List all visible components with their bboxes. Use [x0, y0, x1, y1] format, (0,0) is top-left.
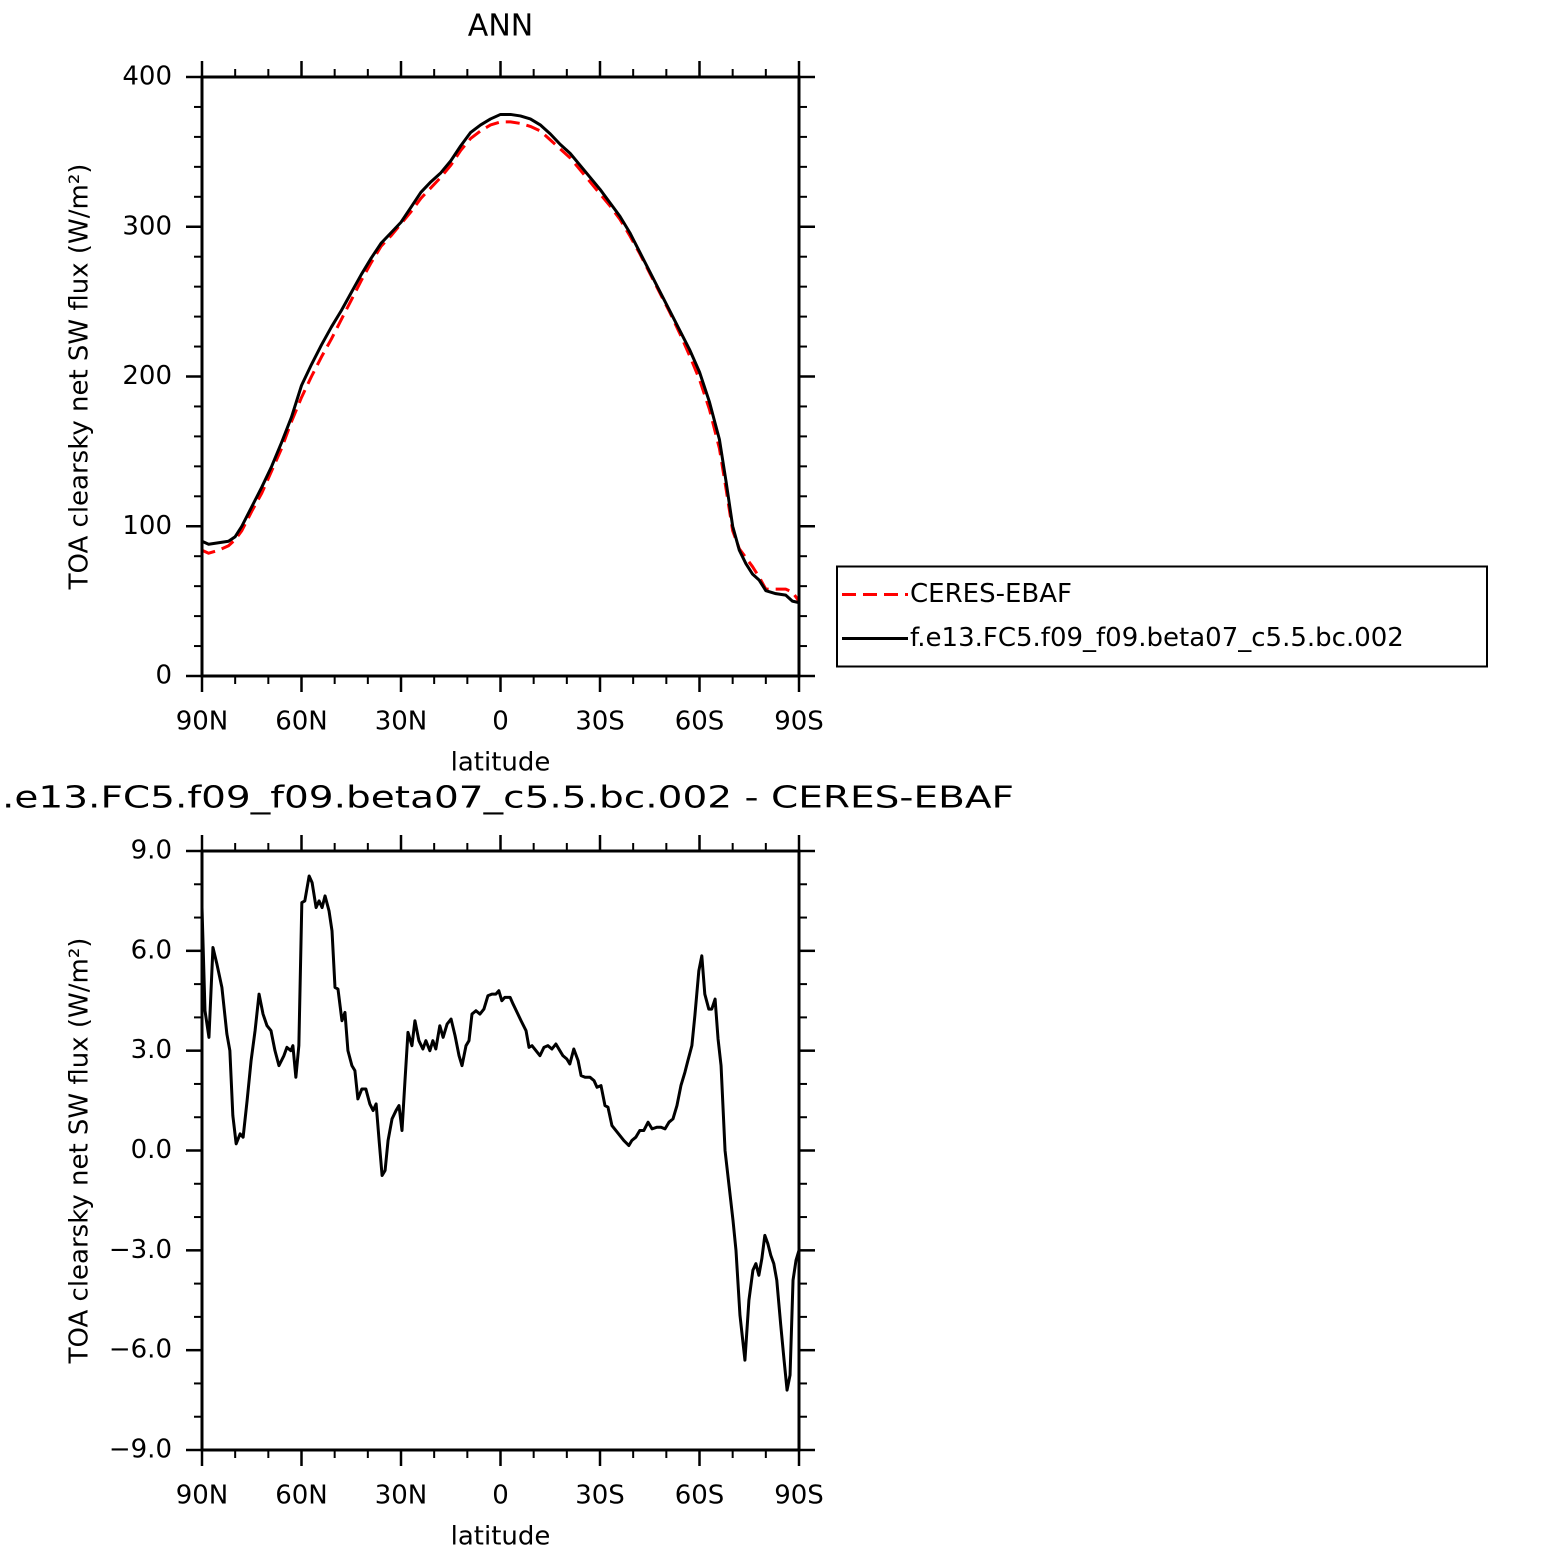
- y-tick-label: 6.0: [131, 935, 172, 965]
- data-line: [201, 120, 801, 603]
- x-tick-label: 90S: [774, 1481, 824, 1511]
- y-tick-label: 400: [122, 62, 172, 92]
- data-line: [201, 112, 800, 605]
- x-tick-label: 0: [492, 1481, 509, 1511]
- y-tick-label: −3.0: [109, 1235, 172, 1265]
- x-axis-label: latitude: [451, 1522, 551, 1552]
- plot-frame: [200, 849, 801, 1452]
- chart-title: ANN: [468, 9, 533, 44]
- y-tick-label: 200: [122, 361, 172, 391]
- legend-label: f.e13.FC5.f09_f09.beta07_c5.5.bc.002: [910, 623, 1404, 653]
- y-tick-label: −9.0: [109, 1435, 172, 1465]
- y-tick-label: 300: [122, 211, 172, 241]
- x-axis-label: latitude: [451, 748, 551, 778]
- legend-box: [836, 565, 1488, 668]
- x-tick-label: 90N: [176, 1481, 229, 1511]
- x-tick-label: 30N: [375, 1481, 428, 1511]
- x-tick-label: 0: [492, 707, 509, 737]
- x-tick-label: 30N: [375, 707, 428, 737]
- y-tick-label: 3.0: [131, 1035, 172, 1065]
- x-tick-label: 30S: [575, 707, 625, 737]
- x-tick-label: 90N: [176, 707, 229, 737]
- y-tick-label: 0: [155, 661, 172, 691]
- y-tick-label: 100: [122, 511, 172, 541]
- x-tick-label: 60S: [675, 1481, 725, 1511]
- y-tick-label: 9.0: [131, 836, 172, 866]
- data-line: [200, 874, 801, 1392]
- x-tick-label: 90S: [774, 707, 824, 737]
- x-tick-label: 60N: [275, 1481, 328, 1511]
- y-tick-label: 0.0: [131, 1135, 172, 1165]
- plot-frame: [200, 75, 801, 678]
- chart-title: .e13.FC5.f09_f09.beta07_c5.5.bc.002 - CE…: [2, 781, 1014, 816]
- x-tick-label: 60N: [275, 707, 328, 737]
- x-tick-label: 30S: [575, 1481, 625, 1511]
- y-axis-label: TOA clearsky net SW flux (W/m²): [65, 164, 95, 591]
- legend-label: CERES-EBAF: [910, 579, 1072, 609]
- y-tick-label: −6.0: [109, 1335, 172, 1365]
- y-axis-label: TOA clearsky net SW flux (W/m²): [65, 938, 95, 1365]
- x-tick-label: 60S: [675, 707, 725, 737]
